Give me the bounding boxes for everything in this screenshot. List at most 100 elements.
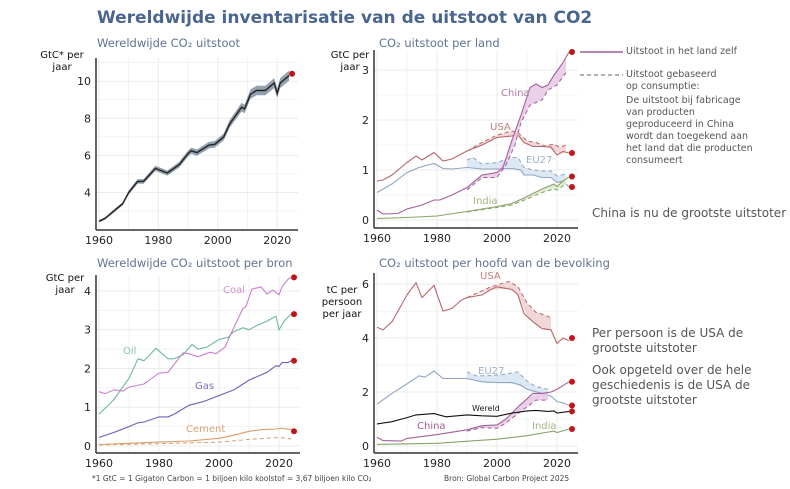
label-eu27-pc: EU27 — [478, 366, 505, 377]
label-oil: Oil — [123, 346, 137, 357]
chart-2-series-usa-line — [376, 134, 570, 182]
chart-2-ylabel: GtC per jaar — [330, 50, 370, 73]
chart-3-series-coal-end-point — [291, 274, 297, 281]
legend-consumption: Uitstoot gebaseerd op consumptie: — [626, 69, 717, 92]
chart-4-title: CO₂ uitstoot per hoofd van de bevolking — [379, 256, 610, 270]
label-china-pc: China — [417, 421, 446, 432]
per-person-note: Per persoon is de USA de grootste uitsto… — [592, 326, 744, 355]
chart-4-series-wereld-line — [376, 409, 570, 425]
chart-2-series-eu27-end-point — [569, 184, 575, 190]
chart-4-series-usa-line — [376, 281, 570, 345]
chart-3-series-gas-line — [98, 360, 292, 439]
chart-2-series-china-line — [376, 51, 570, 215]
chart-2-series-eu27-consumption-band — [467, 157, 566, 184]
chart-4-series-india-end-point — [569, 425, 575, 432]
chart-2-ytick-label: 0 — [362, 214, 369, 227]
label-cement: Cement — [186, 424, 226, 435]
chart-1-ytick-label: 4 — [84, 187, 91, 200]
chart-4-series-china-consumption-line — [466, 399, 548, 432]
chart-4-ylabel: tC per persoon per jaar — [321, 285, 363, 320]
chart-1-ytick-label: 6 — [84, 149, 91, 162]
chart-4-series-india-line — [376, 428, 570, 445]
chart-3-series-cement-dashed-line — [98, 436, 292, 446]
label-wereld: Wereld — [472, 404, 500, 413]
chart-3-title: Wereldwijde CO₂ uitstoot per bron — [97, 256, 293, 270]
chart-3-xtick-label: 2000 — [205, 457, 233, 470]
chart-4-series-eu27-line — [376, 370, 570, 407]
chart-3-series-cement-end-point — [291, 428, 297, 435]
chart-4-xtick-label: 2000 — [483, 457, 511, 470]
source: Bron: Global Carbon Project 2025 — [444, 474, 570, 483]
label-india-pc: India — [532, 421, 557, 432]
chart-2-ytick-label: 3 — [362, 64, 369, 77]
chart-1-ytick-label: 10 — [77, 75, 91, 88]
china-note: China is nu de grootste uitstoter — [592, 206, 787, 220]
chart-2-series-usa-end-point — [569, 150, 575, 156]
chart-4-ytick-label: 0 — [362, 440, 369, 453]
chart-1-xtick-label: 1980 — [144, 234, 172, 247]
chart-4-series-usa-end-point — [569, 335, 575, 342]
chart-2-ytick-label: 1 — [362, 164, 369, 177]
chart-3-series-cement-line — [98, 427, 292, 446]
chart-1-series-total-line — [98, 75, 290, 222]
chart-2-xtick-label: 2000 — [483, 232, 511, 245]
label-usa: USA — [490, 122, 511, 133]
chart-4-series-usa-consumption-band — [467, 281, 551, 330]
chart-4-ytick-label: 6 — [362, 278, 369, 291]
chart-3-xtick-label: 1980 — [145, 457, 173, 470]
chart-3-series-oil-line — [98, 313, 292, 415]
chart-3-ylabel: GtC per jaar — [45, 273, 85, 296]
chart-3-ytick-label: 4 — [84, 285, 91, 298]
chart-3-xtick-label: 2020 — [265, 457, 293, 470]
chart-4-series-china-consumption-band — [467, 392, 548, 432]
chart-4-series-eu27-consumption-line — [466, 371, 549, 390]
chart-2-series-india-end-point — [569, 173, 575, 180]
chart-3-ytick-label: 1 — [84, 401, 91, 414]
chart-2-title: CO₂ uitstoot per land — [379, 36, 500, 50]
chart-2-series-eu27-consumption-line — [466, 156, 567, 177]
chart-4-series-eu27-end-point — [569, 402, 575, 409]
label-india: India — [473, 196, 498, 207]
legend-consumption-detail: De uitstoot bij fabricage van producten … — [626, 95, 753, 166]
label-china: China — [501, 88, 530, 99]
chart-4-series-usa-consumption-line — [466, 280, 552, 319]
chart-3-series-oil-end-point — [291, 311, 297, 318]
chart-2-series-india-consumption-line — [466, 183, 567, 213]
chart-4-ytick-label: 4 — [362, 332, 369, 345]
chart-4-series-wereld-end-point — [569, 408, 575, 415]
chart-3-series-coal-line — [98, 276, 292, 395]
chart-2-xtick-label: 1960 — [363, 232, 391, 245]
label-coal: Coal — [223, 285, 246, 296]
chart-4-xtick-label: 1980 — [423, 457, 451, 470]
label-gas: Gas — [195, 381, 215, 392]
chart-1-series-total-uncertainty-band — [98, 70, 290, 223]
chart-4-series-china-line — [376, 381, 570, 442]
chart-2-series-usa-consumption-line — [466, 130, 567, 152]
chart-1-ylabel: GtC* per jaar — [40, 50, 84, 73]
chart-1-xtick-label: 2000 — [204, 234, 232, 247]
chart-3-xtick-label: 1960 — [85, 457, 113, 470]
chart-2-series-china-consumption-band — [467, 57, 566, 190]
chart-4-series-china-end-point — [569, 378, 575, 385]
chart-3-ytick-label: 3 — [84, 324, 91, 337]
chart-2-series-india-line — [376, 176, 570, 220]
chart-2-xtick-label: 2020 — [543, 232, 571, 245]
footnote: *1 GtC = 1 Gigaton Carbon = 1 biljoen ki… — [92, 474, 372, 483]
legend-territorial: Uitstoot in het land zelf — [626, 46, 737, 57]
chart-4-xtick-label: 1960 — [363, 457, 391, 470]
chart-1-series-total-end-point — [289, 70, 296, 77]
chart-2-series-china-end-point — [569, 49, 575, 55]
main-title: Wereldwijde inventarisatie van de uitsto… — [97, 8, 593, 28]
chart-4-ytick-label: 2 — [362, 386, 369, 399]
chart-3-ytick-label: 2 — [84, 362, 91, 375]
chart-1-title: Wereldwijde CO₂ uitstoot — [97, 36, 241, 50]
chart-2-ytick-label: 2 — [362, 114, 369, 127]
chart-4-xtick-label: 2020 — [543, 457, 571, 470]
chart-3-series-gas-end-point — [291, 357, 297, 364]
label-eu27: EU27 — [526, 155, 553, 166]
chart-2-xtick-label: 1980 — [423, 232, 451, 245]
chart-1-xtick-label: 2020 — [263, 234, 291, 247]
chart-1-xtick-label: 1960 — [85, 234, 113, 247]
chart-3-ytick-label: 0 — [84, 440, 91, 453]
